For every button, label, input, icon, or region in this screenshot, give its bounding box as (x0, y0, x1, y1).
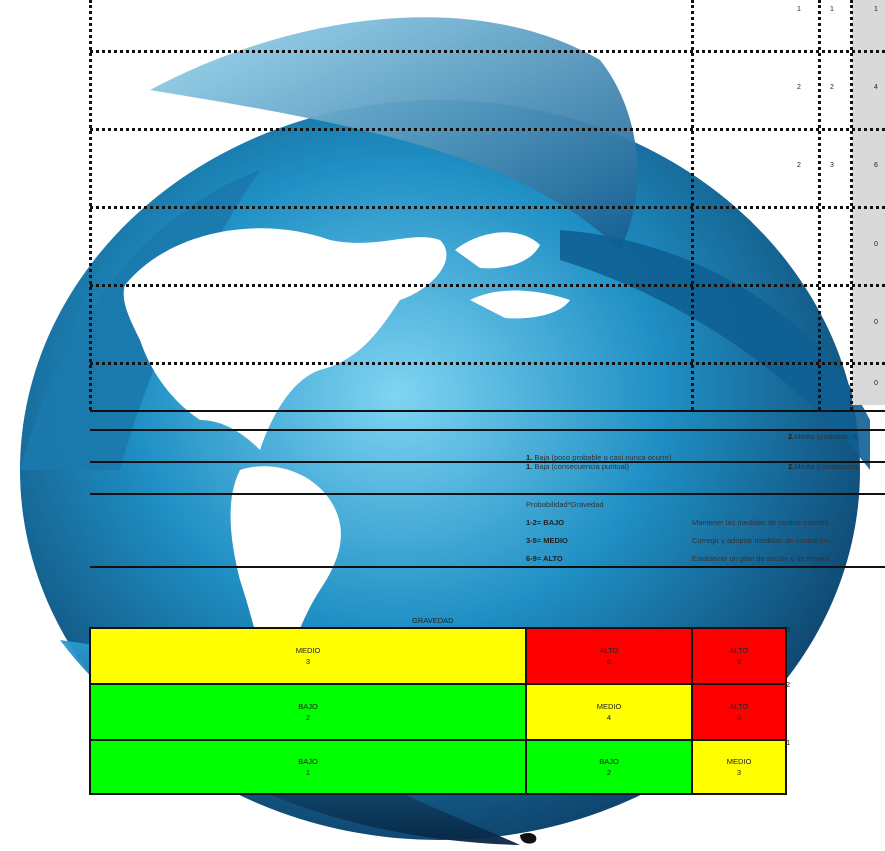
level-range-medium: 3-5= MEDIO (526, 536, 568, 545)
total-cell: 1 (874, 6, 878, 13)
total-cell: 0 (874, 380, 878, 387)
legend-number: 1. (526, 453, 533, 462)
level-range-high: 6-9= ALTO (526, 554, 563, 563)
level-action-medium: Corregir y adoptar medidas de control in… (692, 536, 830, 545)
matrix-cell: ALTO 6 (691, 683, 787, 741)
grid-hline (90, 50, 885, 53)
probability-cell: 1 (797, 6, 801, 13)
risk-matrix: MEDIO 3 ALTO 6 ALTO 9 BAJO 2 MEDIO 4 ALTO 6 BA… (89, 627, 787, 795)
total-cell: 0 (874, 319, 878, 326)
grid-vline (818, 0, 821, 410)
matrix-row-label: 3 (786, 625, 791, 634)
grid-vline (850, 0, 853, 410)
matrix-cell: MEDIO 4 (525, 683, 693, 741)
matrix-cell: BAJO 1 (89, 739, 527, 795)
probability-cell: 2 (797, 84, 801, 91)
matrix-cell: ALTO 9 (691, 627, 787, 685)
matrix-row-label: 2 (786, 680, 791, 689)
separator-line (90, 493, 885, 495)
severity-cell: 2 (830, 84, 834, 91)
severity-medium-label: 2.Media (consecuenc (788, 462, 859, 471)
probability-low-label: 1. Baja (poco probable o casi nunca ocur… (526, 453, 672, 462)
separator-line (90, 461, 885, 463)
legend-text: Baja (consecuencia puntual) (532, 462, 629, 471)
grid-vline (89, 0, 92, 410)
level-action-high: Establecer un plan de acción y de mejora (692, 554, 830, 563)
total-cell: 6 (874, 162, 878, 169)
grid-hline (90, 362, 885, 365)
probability-cell: 2 (797, 162, 801, 169)
matrix-header: GRAVEDAD (412, 616, 454, 625)
grid-hline (90, 206, 885, 209)
legend-number: 1. (526, 462, 533, 471)
total-cell: 4 (874, 84, 878, 91)
matrix-cell: MEDIO 3 (89, 627, 527, 685)
matrix-cell: BAJO 2 (525, 739, 693, 795)
probability-medium-label: 2.Media (probable, o (788, 432, 857, 441)
matrix-row: BAJO 2 MEDIO 4 ALTO 6 (89, 683, 787, 741)
level-range-low: 1-2= BAJO (526, 518, 565, 527)
total-cell: 0 (874, 241, 878, 248)
matrix-row-label: 1 (786, 738, 791, 747)
severity-cell: 1 (830, 6, 834, 13)
legend-text: Baja (poco probable o casi nunca ocurre) (532, 453, 672, 462)
matrix-row: MEDIO 3 ALTO 6 ALTO 9 (89, 627, 787, 685)
grid-vline (691, 0, 694, 410)
severity-cell: 3 (830, 162, 834, 169)
legend-number: 2. (788, 432, 795, 441)
separator-line (90, 410, 885, 412)
matrix-cell: MEDIO 3 (691, 739, 787, 795)
total-column-background (852, 0, 885, 405)
legend-text: Media (probable, o (794, 432, 857, 441)
grid-hline (90, 128, 885, 131)
legend-number: 2. (788, 462, 795, 471)
matrix-cell: ALTO 6 (525, 627, 693, 685)
legend-text: Media (consecuenc (794, 462, 860, 471)
separator-line (90, 429, 885, 431)
level-action-low: Mantener las medidas de control existent (692, 518, 829, 527)
matrix-row: BAJO 1 BAJO 2 MEDIO 3 (89, 739, 787, 795)
severity-low-label: 1. Baja (consecuencia puntual) (526, 462, 629, 471)
formula-label: Probabilidad*Gravedad (526, 500, 604, 509)
separator-line (90, 566, 885, 568)
grid-hline (90, 284, 885, 287)
matrix-cell: BAJO 2 (89, 683, 527, 741)
